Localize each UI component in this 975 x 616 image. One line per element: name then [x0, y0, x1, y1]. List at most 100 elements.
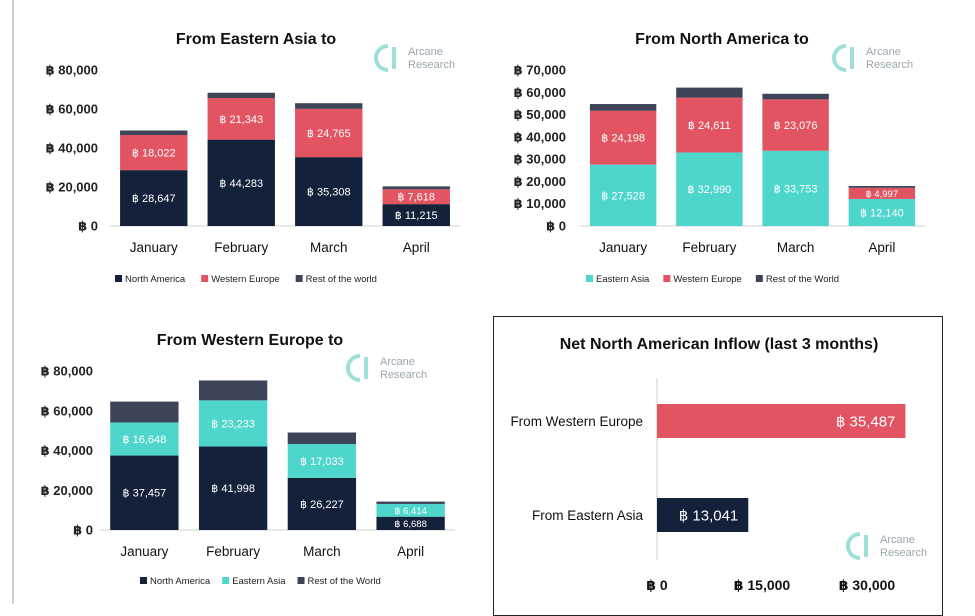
data-label: ฿ 32,990 [688, 184, 732, 196]
x-tick-label: January [130, 240, 178, 255]
y-tick-label: From Western Europe [510, 414, 643, 429]
x-tick-label: February [206, 544, 260, 559]
x-tick-label: February [682, 240, 736, 255]
data-label: ฿ 33,753 [774, 183, 818, 195]
data-label: ฿ 21,343 [219, 114, 263, 126]
arcane-logo-line2: Research [408, 59, 455, 71]
arcane-logo-line1: Arcane [380, 356, 415, 368]
y-tick-label: ฿ 60,000 [514, 85, 566, 100]
arcane-logo-icon [832, 44, 847, 72]
page-frame-line [12, 0, 14, 604]
bar-segment [110, 455, 179, 530]
bar-segment [848, 198, 916, 226]
y-tick-label: ฿ 40,000 [514, 129, 566, 144]
legend-swatch [222, 577, 230, 584]
y-tick-label: ฿ 50,000 [514, 107, 566, 122]
x-tick-label: April [403, 240, 430, 255]
y-tick-label: ฿ 10,000 [514, 196, 566, 211]
x-tick-label: March [310, 240, 348, 255]
arcane-logo-line2: Research [866, 59, 913, 71]
bar-segment [762, 99, 829, 151]
data-label: ฿ 35,308 [307, 187, 351, 199]
bar-segment [376, 516, 445, 530]
data-label: ฿ 11,215 [395, 210, 438, 222]
bar-segment [207, 92, 275, 99]
data-label: ฿ 28,647 [132, 193, 176, 205]
bar-segment [382, 204, 450, 226]
legend-entry: Rest of the world [306, 274, 377, 285]
data-label: ฿ 26,227 [300, 499, 344, 511]
data-label: ฿ 37,457 [123, 488, 167, 500]
bar-segment [676, 152, 743, 226]
bar-segment [287, 444, 357, 478]
bar-segment [110, 422, 179, 456]
data-label: ฿ 12,140 [860, 207, 904, 219]
x-tick-label: ฿ 0 [646, 577, 668, 593]
arcane-logo-line2: Research [380, 369, 427, 381]
bar-segment [198, 400, 268, 447]
x-tick-label: March [303, 544, 341, 559]
y-tick-label: ฿ 80,000 [41, 364, 93, 379]
legend-swatch [115, 275, 122, 282]
data-label: ฿ 24,765 [307, 128, 351, 140]
y-tick-label: ฿ 60,000 [46, 102, 98, 117]
x-tick-label: January [120, 544, 168, 559]
bar [657, 404, 906, 438]
arcane-logo-line2: Research [880, 547, 927, 559]
bar-segment [848, 186, 916, 188]
y-tick-label: ฿ 30,000 [514, 152, 566, 167]
bar-segment [110, 401, 179, 423]
x-tick-label: April [397, 544, 424, 559]
y-tick-label: ฿ 0 [78, 219, 98, 234]
data-label: ฿ 13,041 [679, 508, 739, 525]
y-tick-label: ฿ 70,000 [514, 63, 566, 78]
bar-segment [120, 130, 188, 135]
data-label: ฿ 7,618 [397, 192, 435, 204]
bar-segment [676, 87, 743, 98]
arcane-logo-icon [846, 532, 861, 560]
x-tick-label: January [599, 240, 647, 255]
x-tick-label: ฿ 30,000 [839, 577, 896, 593]
data-label: ฿ 23,076 [774, 120, 818, 132]
bar-segment [762, 150, 829, 226]
bar-segment [120, 134, 188, 171]
data-label: ฿ 6,688 [394, 519, 426, 530]
y-tick-label: ฿ 0 [546, 219, 566, 234]
legend-entry: Eastern Asia [596, 274, 650, 285]
x-tick-label: February [214, 240, 268, 255]
legend-swatch [140, 577, 147, 584]
bar [657, 498, 749, 532]
y-tick-label: ฿ 40,000 [41, 443, 93, 458]
bar-segment [120, 170, 188, 226]
data-label: ฿ 16,648 [123, 434, 167, 446]
legend-entry: North America [125, 274, 186, 285]
legend-swatch [295, 275, 303, 282]
bar-segment [676, 97, 743, 153]
arcane-logo-line1: Arcane [866, 46, 901, 58]
arcane-logo-icon [374, 44, 389, 72]
data-label: ฿ 35,487 [836, 414, 896, 431]
bar-segment [287, 477, 357, 530]
arcane-logo-bar [864, 535, 868, 557]
bar-segment [376, 501, 445, 504]
arcane-logo-bar [850, 47, 854, 69]
legend-entry: Western Europe [211, 274, 279, 285]
bar-segment [382, 186, 450, 190]
legend-entry: Eastern Asia [232, 576, 286, 587]
y-tick-label: ฿ 20,000 [41, 483, 93, 498]
arcane-logo-bar [364, 357, 368, 379]
legend-entry: North America [150, 576, 211, 587]
data-label: ฿ 44,283 [219, 178, 263, 190]
legend-swatch [201, 275, 209, 282]
chart-title: Net North American Inflow (last 3 months… [560, 336, 879, 353]
data-label: ฿ 41,998 [211, 483, 255, 495]
chart-title: From Western Europe to [157, 332, 344, 349]
arcane-logo-line1: Arcane [408, 46, 443, 58]
legend-entry: Rest of the World [766, 274, 839, 285]
bar-segment [382, 189, 450, 205]
x-tick-label: April [868, 240, 895, 255]
legend-swatch [755, 275, 763, 282]
